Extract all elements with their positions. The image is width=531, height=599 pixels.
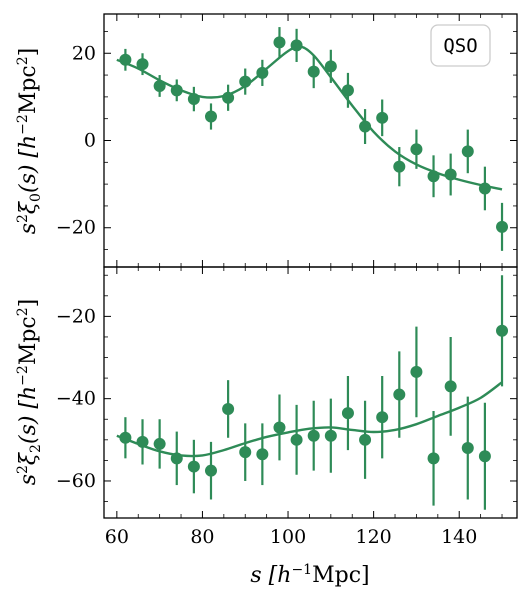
quadrupole-data-point	[136, 435, 149, 448]
quadrupole-data-point	[341, 407, 354, 420]
axis-label-part: ]	[16, 48, 41, 57]
monopole-data-point	[307, 65, 320, 78]
quadrupole-data-point	[324, 429, 337, 442]
axis-label-part: −2	[15, 114, 31, 135]
y-tick-label: −20	[56, 217, 96, 239]
monopole-data-point	[393, 160, 406, 173]
monopole-data-point	[427, 170, 440, 183]
monopole-data-point	[290, 39, 303, 52]
quadrupole-data-point	[478, 450, 491, 463]
quadrupole-data-point	[153, 437, 166, 450]
quadrupole-data-point	[393, 388, 406, 401]
monopole-data-point	[153, 79, 166, 92]
axis-label-part: 2	[15, 465, 31, 474]
axis-label-part: s [h	[250, 563, 291, 588]
monopole-data-point	[341, 84, 354, 97]
x-tick-label: 140	[441, 526, 477, 548]
axis-label-part: 2	[15, 214, 31, 223]
axis-label-part: Mpc	[16, 316, 41, 365]
quadrupole-data-point	[307, 429, 320, 442]
y-tick-label: 0	[84, 130, 96, 152]
axis-label-part: Mpc]	[312, 563, 370, 588]
monopole-data-point	[204, 110, 217, 123]
axis-label-part: −2	[15, 365, 31, 386]
monopole-y-axis-label: s2ξ0(s) [h−2Mpc2]	[15, 48, 44, 235]
legend: QSO	[430, 24, 491, 67]
monopole-plot-area	[116, 27, 509, 251]
quadrupole-data-point	[444, 380, 457, 393]
quadrupole-data-point	[256, 448, 269, 461]
quadrupole-data-point	[410, 365, 423, 378]
axis-label-part: 2	[15, 56, 31, 65]
monopole-data-point	[256, 66, 269, 79]
quadrupole-data-point	[222, 402, 235, 415]
axis-label-part: ξ	[16, 451, 41, 465]
axis-label-part: ]	[16, 299, 41, 308]
quadrupole-data-point	[119, 431, 132, 444]
axis-label-part: ξ	[16, 200, 41, 214]
y-tick-label: −60	[56, 470, 96, 492]
monopole-data-point	[273, 36, 286, 49]
x-tick-label: 60	[105, 526, 129, 548]
quadrupole-data-point	[496, 324, 509, 337]
quadrupole-frame	[103, 266, 518, 519]
quadrupole-data-point	[376, 411, 389, 424]
quadrupole-plot-area	[116, 275, 509, 510]
monopole-data-point	[376, 111, 389, 124]
quadrupole-data-point	[359, 433, 372, 446]
x-tick-label: 120	[355, 526, 391, 548]
quadrupole-data-point	[461, 442, 474, 455]
monopole-data-point	[222, 91, 235, 104]
axis-label-part: 2	[15, 307, 31, 316]
axis-label-part: (s) [h	[16, 386, 41, 444]
monopole-data-point	[359, 120, 372, 133]
monopole-data-point	[478, 182, 491, 195]
y-tick-label: −20	[56, 305, 96, 327]
axis-label-part: s	[16, 474, 41, 485]
x-tick-label: 100	[270, 526, 306, 548]
monopole-data-point	[496, 220, 509, 233]
y-tick-label: −40	[56, 388, 96, 410]
quadrupole-data-point	[273, 421, 286, 434]
axis-label-part: 2	[28, 444, 44, 453]
x-axis-label: s [h−1Mpc]	[250, 562, 369, 588]
monopole-data-point	[136, 58, 149, 71]
monopole-data-point	[461, 145, 474, 158]
axis-label-part: Mpc	[16, 65, 41, 114]
quadrupole-data-point	[204, 464, 217, 477]
monopole-data-point	[410, 143, 423, 156]
monopole-data-point	[239, 75, 252, 88]
quadrupole-data-point	[290, 433, 303, 446]
quadrupole-data-point	[170, 452, 183, 465]
quadrupole-data-point	[187, 460, 200, 473]
monopole-data-point	[324, 60, 337, 73]
y-tick-label: 20	[72, 42, 96, 64]
quadrupole-y-axis-label: s2ξ2(s) [h−2Mpc2]	[15, 299, 44, 486]
axis-label-part: 0	[28, 193, 44, 202]
axis-label-part: s	[16, 223, 41, 234]
quadrupole-data-point	[239, 446, 252, 459]
monopole-data-point	[119, 53, 132, 66]
monopole-data-point	[187, 93, 200, 106]
quadrupole-data-point	[427, 452, 440, 465]
monopole-data-point	[444, 168, 457, 181]
quadrupole-panel: −20 −40 −60	[56, 266, 518, 519]
axis-label-part: −1	[291, 562, 312, 578]
x-tick-label: 80	[190, 526, 214, 548]
legend-label: QSO	[443, 35, 477, 57]
quadrupole-model-line	[116, 381, 503, 458]
axis-label-part: (s) [h	[16, 135, 41, 193]
monopole-data-point	[170, 84, 183, 97]
monopole-panel: 20 0 −20	[56, 13, 518, 268]
legend-box	[430, 24, 491, 67]
